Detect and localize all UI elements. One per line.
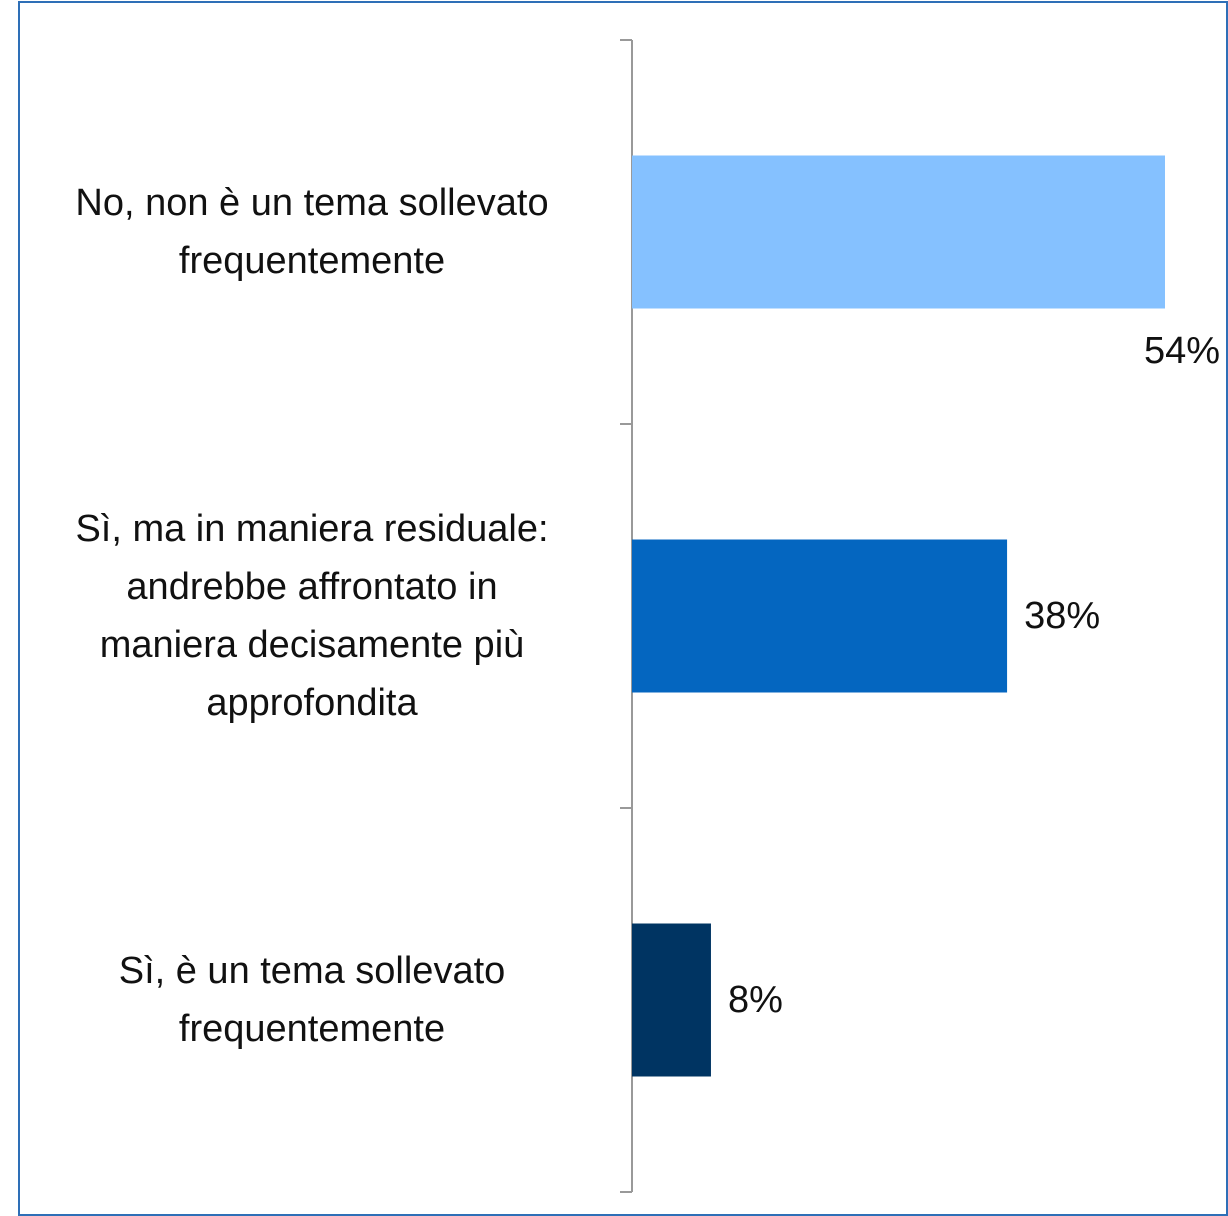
category-label: Sì, è un tema sollevato frequentemente <box>118 950 506 1050</box>
value-label: 8% <box>727 979 783 1021</box>
category-label: No, non è un tema sollevato frequentemen… <box>75 182 549 282</box>
chart-frame <box>18 1 1228 1216</box>
bar <box>632 539 1008 693</box>
value-label: 54% <box>1144 329 1221 372</box>
bar <box>632 155 1165 309</box>
value-label: 38% <box>1024 595 1101 637</box>
category-label: Sì, ma in maniera residuale: andrebbe af… <box>75 508 549 724</box>
bar <box>632 923 711 1077</box>
